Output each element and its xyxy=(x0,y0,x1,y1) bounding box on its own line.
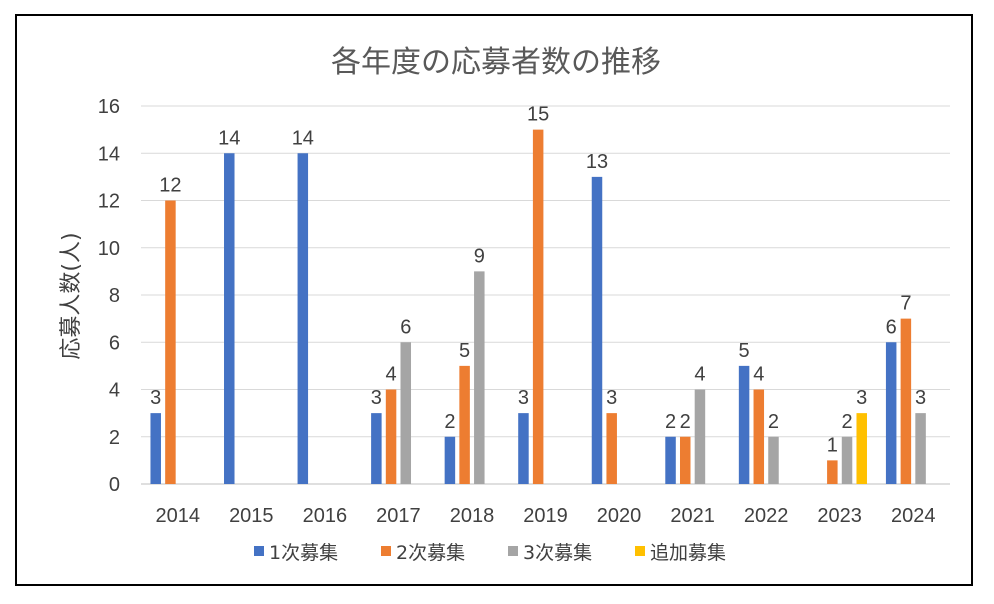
data-label: 3 xyxy=(915,387,926,409)
data-label: 4 xyxy=(694,364,705,386)
bar xyxy=(165,200,176,484)
bar xyxy=(606,413,617,484)
y-tick-label: 14 xyxy=(98,143,120,165)
data-label: 2 xyxy=(841,411,852,433)
y-tick-label: 4 xyxy=(109,380,120,402)
legend-label: 2次募集 xyxy=(396,542,465,564)
data-label: 6 xyxy=(886,316,897,338)
data-label: 3 xyxy=(518,387,529,409)
y-tick-label: 12 xyxy=(98,191,120,213)
data-label: 3 xyxy=(606,387,617,409)
x-tick-label: 2019 xyxy=(523,505,568,527)
bar xyxy=(665,436,676,484)
legend-label: 追加募集 xyxy=(650,542,726,564)
data-label: 12 xyxy=(159,175,181,197)
y-tick-label: 6 xyxy=(109,332,120,354)
x-tick-label: 2022 xyxy=(744,505,789,527)
y-axis-label: 応募人数(人) xyxy=(59,232,84,359)
data-label: 9 xyxy=(474,245,485,267)
x-tick-label: 2016 xyxy=(303,505,348,527)
bar xyxy=(297,153,309,484)
x-tick-label: 2020 xyxy=(597,505,642,527)
bar xyxy=(385,389,397,484)
data-label: 2 xyxy=(444,411,455,433)
bar xyxy=(150,413,161,484)
bars-layer xyxy=(150,129,926,484)
x-tick-label: 2018 xyxy=(450,505,495,527)
bar xyxy=(459,365,470,484)
bar xyxy=(841,436,853,484)
data-label: 2 xyxy=(665,411,676,433)
data-label: 4 xyxy=(753,364,764,386)
data-label: 1 xyxy=(827,434,838,456)
data-label: 2 xyxy=(680,411,691,433)
x-tick-label: 2023 xyxy=(817,505,862,527)
data-label: 3 xyxy=(856,387,867,409)
chart-title: 各年度の応募者数の推移 xyxy=(331,45,661,80)
data-label: 2 xyxy=(768,411,779,433)
bar xyxy=(915,413,926,484)
x-tick-label: 2021 xyxy=(670,505,715,527)
data-label: 5 xyxy=(739,340,750,362)
bar xyxy=(371,413,382,484)
bar xyxy=(518,413,529,484)
data-label: 6 xyxy=(400,316,411,338)
x-tick-label: 2014 xyxy=(156,505,201,527)
y-tick-labels: 0 2 4 6 8 10 12 14 16 xyxy=(98,96,120,496)
bar xyxy=(827,460,838,484)
data-label: 13 xyxy=(586,151,608,173)
data-label: 3 xyxy=(150,387,161,409)
bar xyxy=(694,389,706,484)
bar xyxy=(768,436,779,484)
data-label: 14 xyxy=(218,127,240,149)
grid-layer xyxy=(141,105,950,485)
y-tick-label: 2 xyxy=(109,427,120,449)
y-tick-label: 8 xyxy=(109,285,120,307)
bar xyxy=(885,342,897,484)
bar xyxy=(753,389,765,484)
x-tick-label: 2015 xyxy=(229,505,274,527)
y-tick-label: 0 xyxy=(109,474,120,496)
x-tick-labels: 2014 2015 2016 2017 2018 2019 2020 2021 2022 2023… xyxy=(156,505,936,527)
bar xyxy=(474,271,485,484)
data-label: 3 xyxy=(371,387,382,409)
legend-swatch xyxy=(254,546,264,556)
bar xyxy=(738,365,750,484)
bar xyxy=(591,176,603,484)
legend-swatch xyxy=(381,546,391,556)
x-tick-label: 2017 xyxy=(376,505,421,527)
y-tick-label: 16 xyxy=(98,96,120,118)
data-label: 4 xyxy=(385,364,396,386)
legend-swatch xyxy=(635,546,645,556)
bar xyxy=(900,318,912,484)
legend-label: 3次募集 xyxy=(523,542,592,564)
legend-swatch xyxy=(508,546,518,556)
data-label: 15 xyxy=(527,104,549,126)
bar xyxy=(400,342,412,484)
data-label: 5 xyxy=(459,340,470,362)
legend-label: 1次募集 xyxy=(269,542,338,564)
data-label: 7 xyxy=(900,293,911,315)
x-tick-label: 2024 xyxy=(891,505,936,527)
bar xyxy=(856,413,867,484)
legend: 1次募集 2次募集 3次募集 追加募集 xyxy=(254,542,726,564)
bar xyxy=(532,129,544,484)
data-label: 14 xyxy=(292,127,314,149)
bar xyxy=(224,153,235,484)
y-tick-label: 10 xyxy=(98,238,120,260)
bar xyxy=(444,436,456,484)
bar xyxy=(679,436,691,484)
